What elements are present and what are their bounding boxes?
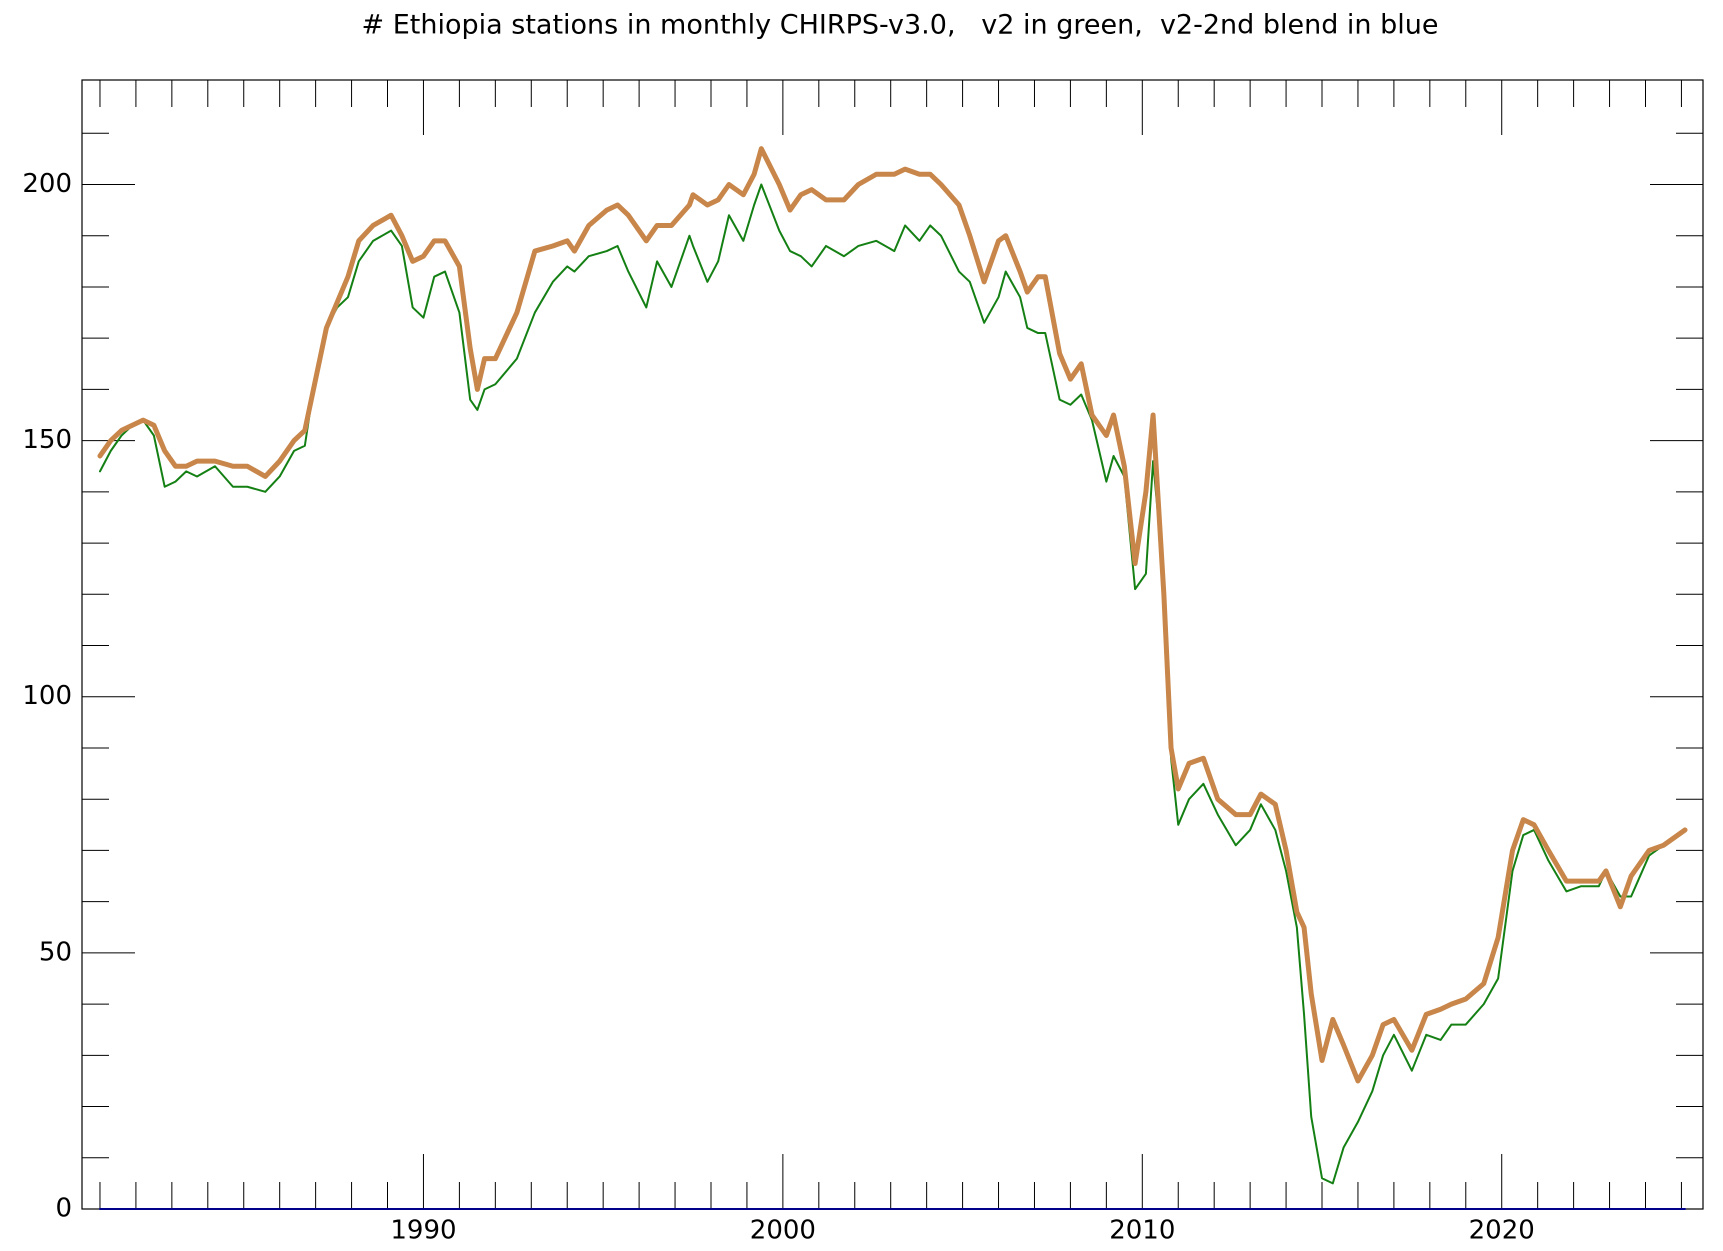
series-line <box>98 183 1687 1185</box>
series-line <box>97 146 1688 1084</box>
y-tick-label: 0 <box>55 1194 72 1224</box>
y-tick-label: 200 <box>22 169 72 199</box>
y-tick-label: 100 <box>22 681 72 711</box>
x-tick-label: 2010 <box>1109 1216 1175 1246</box>
chart-title: # Ethiopia stations in monthly CHIRPS-v3… <box>362 10 1439 41</box>
x-tick-label: 2020 <box>1469 1216 1535 1246</box>
y-tick-label: 50 <box>39 937 72 967</box>
x-tick-label: 2000 <box>750 1216 816 1246</box>
y-tick-label: 150 <box>22 425 72 455</box>
x-tick-label: 1990 <box>390 1216 456 1246</box>
